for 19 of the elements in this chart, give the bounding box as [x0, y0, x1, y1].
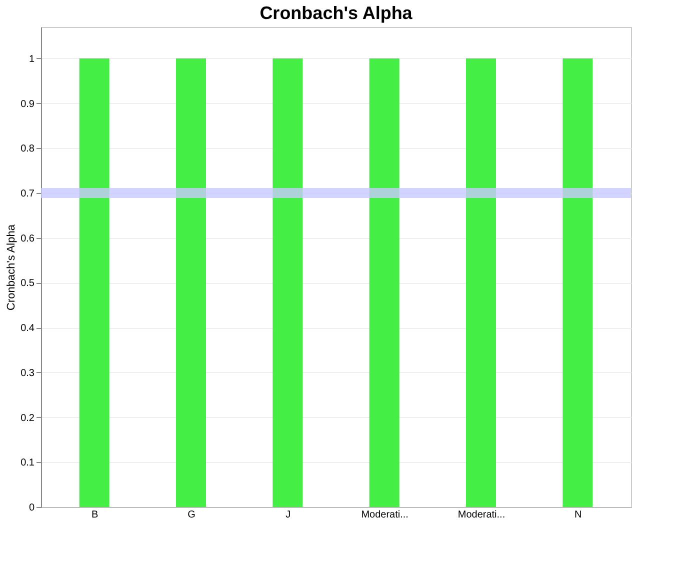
x-tick-label: J — [286, 510, 291, 520]
y-tick-label: 0.4 — [20, 323, 35, 334]
x-tick-label: N — [574, 510, 582, 520]
y-axis-title: Cronbach's Alpha — [6, 224, 18, 310]
y-tick-label: 0.9 — [20, 98, 35, 110]
x-tick-label: G — [188, 510, 196, 520]
y-tick-label: 0.3 — [20, 368, 35, 379]
y-tick-label: 0.5 — [20, 278, 35, 290]
y-tick-label: 0.1 — [20, 458, 35, 469]
y-tick-label: 0.2 — [20, 412, 35, 424]
y-tick-label: 1 — [28, 54, 35, 65]
y-tick-label: 0 — [28, 502, 35, 514]
x-tick-label: Moderati... — [361, 510, 408, 520]
x-tick-label: Moderati... — [458, 510, 506, 520]
y-tick-label: 0.7 — [20, 188, 35, 200]
y-tick-label: 0.6 — [20, 233, 35, 244]
chart-title: Cronbach's Alpha — [260, 3, 414, 23]
y-tick-label: 0.8 — [20, 144, 35, 155]
x-tick-label: B — [91, 510, 98, 520]
